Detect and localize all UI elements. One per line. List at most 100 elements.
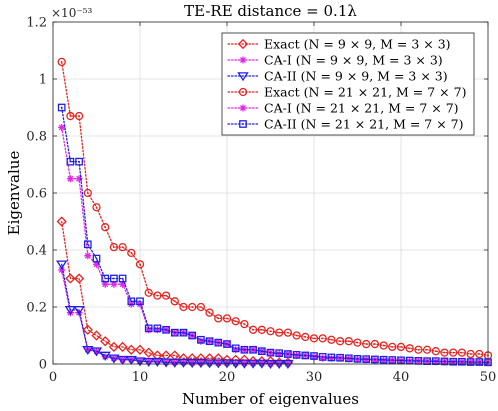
series-5-point-28-dot bbox=[304, 354, 307, 357]
series-2-point-3 bbox=[82, 345, 94, 356]
series-4-point-1 bbox=[66, 175, 74, 183]
series-5-point-36 bbox=[371, 355, 379, 364]
series-3-point-24-dot bbox=[269, 330, 272, 333]
series-3-point-29 bbox=[309, 334, 319, 343]
series-5-point-32-dot bbox=[339, 356, 341, 359]
chart-title: TE-RE distance = 0.1λ bbox=[184, 2, 357, 20]
series-0-point-4 bbox=[91, 330, 102, 341]
series-5-point-7 bbox=[118, 274, 127, 283]
series-5-point-25-dot bbox=[278, 352, 281, 355]
series-5-point-46 bbox=[458, 357, 466, 366]
series-2-point-1 bbox=[64, 306, 77, 316]
x-tick-label-3: 30 bbox=[306, 370, 323, 385]
series-3-point-6 bbox=[109, 242, 119, 252]
series-5-point-29-dot bbox=[313, 355, 315, 357]
series-5-point-0 bbox=[57, 103, 66, 112]
y-tick-label-3: 0.6 bbox=[26, 187, 47, 202]
series-2-point-17 bbox=[203, 359, 216, 369]
series-3-point-19-dot bbox=[226, 317, 228, 320]
series-3-point-10 bbox=[144, 288, 153, 297]
series-5-point-30 bbox=[318, 353, 327, 361]
series-3-point-28 bbox=[301, 332, 310, 342]
series-3-point-2-dot bbox=[78, 115, 80, 117]
series-5-point-8 bbox=[127, 297, 136, 306]
series-3-point-17 bbox=[205, 308, 214, 317]
series-5-point-33-dot bbox=[347, 357, 350, 360]
series-3-point-36 bbox=[370, 339, 380, 349]
legend-box bbox=[221, 32, 475, 136]
series-5-point-16 bbox=[197, 335, 205, 344]
series-3-point-0 bbox=[57, 57, 66, 67]
series-5-point-40-dot bbox=[408, 359, 411, 362]
series-5-point-25 bbox=[275, 349, 284, 358]
series-5-point-17-dot bbox=[208, 340, 211, 343]
x-tick-label-1: 10 bbox=[132, 370, 149, 385]
series-5-point-33 bbox=[344, 354, 353, 363]
series-5-point-22-dot bbox=[252, 348, 255, 351]
series-5-point-23 bbox=[257, 347, 266, 356]
series-3-point-21 bbox=[240, 319, 249, 329]
series-5-point-27 bbox=[292, 351, 301, 359]
y-tick-label-6: 1.2 bbox=[26, 16, 47, 31]
series-3-point-35-dot bbox=[365, 343, 368, 345]
series-3-point-14-dot bbox=[182, 306, 185, 308]
series-5-point-47 bbox=[466, 358, 475, 366]
y-tick-label-5: 1 bbox=[39, 73, 47, 88]
legend-marker-0 bbox=[237, 38, 249, 50]
series-3-point-40-dot bbox=[408, 347, 411, 350]
series-5-point-13-dot bbox=[173, 331, 176, 334]
series-3-point-30 bbox=[318, 334, 327, 343]
series-3-point-10-dot bbox=[147, 291, 150, 294]
series-5-point-22 bbox=[249, 345, 257, 354]
series-2-point-5 bbox=[99, 351, 111, 361]
series-2-point-4 bbox=[90, 347, 103, 357]
series-2-point-7 bbox=[116, 355, 129, 366]
series-2-point-16 bbox=[195, 359, 207, 369]
series-0-point-10 bbox=[143, 347, 154, 358]
series-4-point-3 bbox=[84, 252, 92, 260]
y-tick-label-4: 0.8 bbox=[26, 130, 47, 145]
series-3-point-20-dot bbox=[234, 320, 237, 323]
legend-marker-2 bbox=[237, 72, 249, 82]
series-5-point-35 bbox=[362, 355, 371, 364]
series-5-point-48 bbox=[475, 358, 484, 366]
legend-label-2: CA-II (N = 9 × 9, M = 3 × 3) bbox=[264, 68, 448, 83]
series-3-point-4 bbox=[92, 203, 101, 212]
x-tick-label-0: 0 bbox=[49, 370, 57, 385]
x-tick-label-5: 50 bbox=[480, 370, 497, 385]
series-5-point-31-dot bbox=[330, 356, 333, 359]
series-5 bbox=[57, 103, 492, 367]
series-3-point-45-dot bbox=[452, 351, 455, 354]
series-5-point-3 bbox=[83, 240, 92, 249]
series-5-point-18-dot bbox=[217, 341, 220, 344]
series-3-point-8-dot bbox=[130, 251, 133, 254]
series-3-point-26-dot bbox=[287, 331, 289, 334]
series-3-point-34 bbox=[353, 338, 362, 347]
series-5-point-9-dot bbox=[139, 300, 141, 303]
series-3-point-5-dot bbox=[104, 226, 107, 229]
legend-entry-1: CA-I (N = 9 × 9, M = 3 × 3) bbox=[227, 52, 443, 67]
legend-marker-5-dot bbox=[242, 123, 244, 125]
series-5-point-11 bbox=[153, 324, 162, 333]
series-2-point-19 bbox=[221, 359, 233, 369]
series-5-point-19-dot bbox=[226, 343, 228, 345]
legend-entry-3: Exact (N = 21 × 21, M = 7 × 7) bbox=[227, 84, 466, 99]
series-4-point-30 bbox=[319, 354, 327, 362]
series-3-point-33 bbox=[344, 337, 353, 346]
series-3-point-38-dot bbox=[391, 346, 394, 348]
series-5-point-17 bbox=[205, 337, 214, 346]
series-4-point-20 bbox=[232, 346, 240, 354]
series-3-point-43-dot bbox=[434, 350, 437, 353]
series-3-point-48-dot bbox=[478, 353, 481, 355]
series-3-point-3 bbox=[83, 188, 92, 198]
series-5-point-2 bbox=[75, 157, 83, 166]
series-5-point-13 bbox=[170, 328, 179, 337]
series-1-point-23 bbox=[258, 359, 266, 367]
series-3-point-24 bbox=[266, 327, 275, 336]
series-5-point-18 bbox=[214, 338, 223, 347]
series-5-point-36-dot bbox=[374, 358, 376, 361]
series-4-point-2 bbox=[75, 175, 83, 183]
series-5-point-35-dot bbox=[365, 358, 368, 361]
series-0-point-2 bbox=[73, 273, 85, 284]
series-3-point-39-dot bbox=[400, 346, 402, 348]
